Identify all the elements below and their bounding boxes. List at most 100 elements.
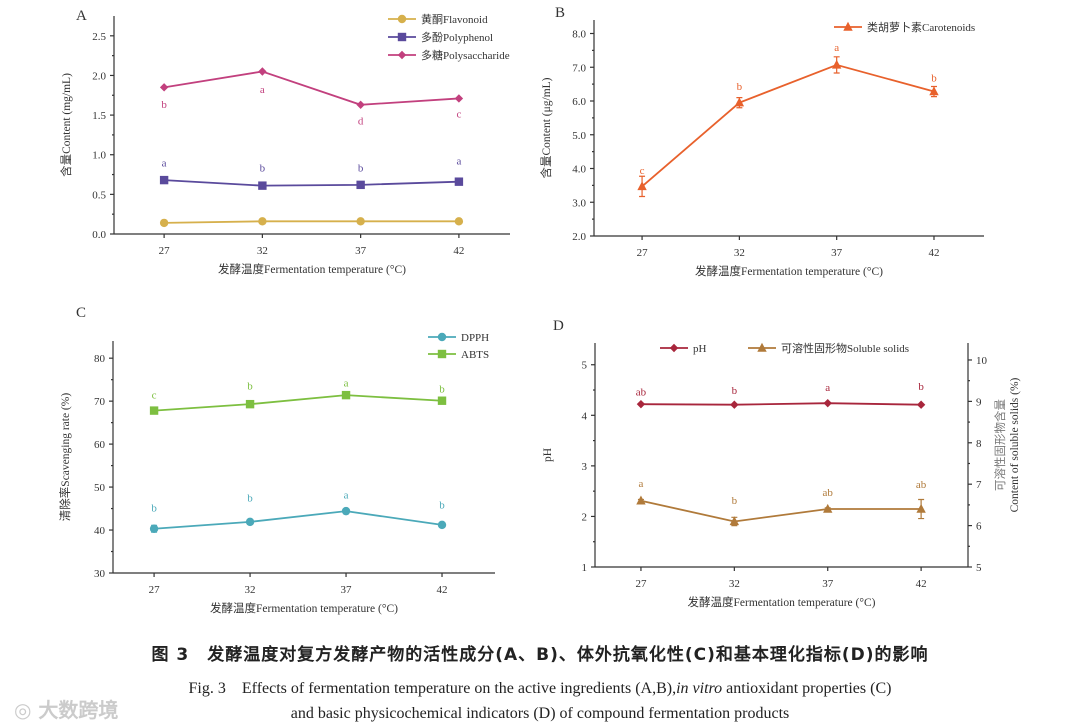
x-tick-label: 32: [734, 247, 745, 259]
y-axis-label: pH: [542, 448, 554, 462]
y-tick-label: 0.5: [92, 189, 106, 201]
significance-letter: b: [161, 99, 167, 111]
x-axis-label: 发酵温度Fermentation temperature (°C): [695, 264, 883, 278]
caption-text: Fig. 3 Effects of fermentation temperatu…: [188, 680, 677, 697]
y-tick-label: 1.0: [92, 150, 106, 162]
watermark-logo: ◎ 大数跨境: [14, 698, 119, 722]
triangle-marker: [636, 495, 646, 505]
significance-letter: c: [640, 165, 645, 177]
square-marker: [341, 390, 351, 400]
y-tick-label: 3: [582, 461, 588, 473]
x-tick-label: 32: [245, 584, 256, 596]
y2-tick-label: 10: [976, 355, 988, 367]
significance-letter: a: [344, 378, 349, 390]
y2-axis-label: Content of soluble solids (%): [1009, 377, 1021, 512]
significance-letter: b: [247, 492, 253, 504]
y-tick-label: 5.0: [572, 130, 586, 142]
diamond-marker: [397, 50, 407, 60]
caption-english-line1: Fig. 3 Effects of fermentation temperatu…: [0, 674, 1080, 698]
series-line: [163, 70, 459, 106]
square-marker: [397, 32, 407, 42]
significance-letter: a: [162, 158, 167, 170]
square-marker: [356, 180, 365, 190]
significance-letter: a: [456, 155, 461, 167]
square-marker: [437, 349, 447, 359]
significance-letter: ab: [636, 387, 647, 399]
square-marker: [149, 406, 159, 415]
square-marker: [437, 396, 447, 405]
series-line: [154, 510, 443, 530]
legend-label: DPPH: [461, 332, 489, 344]
x-tick-label: 42: [453, 245, 464, 257]
diamond-marker: [159, 83, 169, 92]
significance-letter: c: [152, 389, 157, 401]
significance-letter: a: [639, 478, 644, 490]
circle-marker: [437, 520, 447, 530]
legend-label: pH: [693, 343, 707, 355]
significance-letter: ab: [916, 479, 927, 491]
significance-letter: b: [439, 499, 445, 511]
x-axis-label: 发酵温度Fermentation temperature (°C): [688, 595, 876, 609]
significance-letter: d: [358, 116, 364, 128]
y-tick-label: 1: [582, 562, 588, 574]
caption-chinese: 图 3 发酵温度对复方发酵产物的活性成分(A、B)、体外抗氧化性(C)和基本理化…: [151, 645, 929, 665]
y-tick-label: 30: [94, 568, 106, 580]
y-tick-label: 2.0: [92, 70, 106, 82]
series-line: [164, 220, 459, 224]
y-tick-label: 2: [582, 511, 588, 523]
series-line: [641, 63, 935, 188]
significance-letter: a: [834, 42, 839, 54]
triangle-marker: [757, 342, 767, 352]
circle-marker: [437, 332, 447, 342]
series-line: [640, 402, 922, 406]
panel-label-a: A: [76, 8, 87, 24]
x-tick-label: 27: [149, 584, 161, 596]
significance-letter: b: [732, 385, 738, 397]
x-tick-label: 32: [257, 245, 268, 257]
series-line: [640, 499, 922, 523]
circle-marker: [159, 218, 169, 228]
diamond-marker: [636, 399, 646, 409]
x-tick-label: 37: [831, 247, 843, 259]
x-tick-label: 42: [928, 247, 939, 259]
square-marker: [245, 399, 255, 409]
significance-letter: a: [825, 382, 830, 394]
diamond-marker: [356, 100, 365, 109]
circle-marker: [356, 217, 365, 226]
y-tick-label: 60: [94, 439, 106, 451]
y-tick-label: 0.0: [92, 229, 106, 241]
significance-letter: c: [456, 109, 461, 121]
y-axis-label: 含量Content (mg/mL): [59, 73, 73, 177]
y-tick-label: 4.0: [572, 164, 586, 176]
triangle-marker: [916, 503, 926, 513]
x-tick-label: 37: [355, 245, 367, 257]
diamond-marker: [669, 343, 679, 353]
x-tick-label: 32: [729, 578, 740, 590]
significance-letter: a: [344, 489, 349, 501]
legend-label: 多糖Polysaccharide: [421, 48, 510, 62]
x-tick-label: 37: [341, 584, 353, 596]
legend-label: 类胡萝卜素Carotenoids: [867, 20, 975, 34]
y2-tick-label: 5: [976, 562, 982, 574]
triangle-marker: [929, 86, 939, 96]
y-tick-label: 4: [582, 410, 588, 422]
significance-letter: b: [918, 381, 924, 393]
y-axis-label: 含量Content (μg/mL): [539, 77, 553, 178]
y-tick-label: 2.0: [572, 231, 586, 243]
x-tick-label: 27: [637, 247, 649, 259]
caption-english-line2: and basic physicochemical indicators (D)…: [290, 705, 790, 722]
triangle-marker: [734, 97, 745, 107]
significance-letter: ab: [823, 487, 834, 499]
circle-marker: [341, 506, 351, 516]
legend-label: 可溶性固形物Soluble solids: [781, 341, 909, 355]
legend-label: 黄酮Flavonoid: [421, 12, 488, 26]
x-axis-label: 发酵温度Fermentation temperature (°C): [210, 601, 398, 615]
significance-letter: b: [358, 162, 364, 174]
y2-tick-label: 6: [976, 521, 982, 533]
circle-marker: [397, 14, 407, 24]
legend-label: ABTS: [461, 349, 489, 361]
significance-letter: b: [151, 503, 157, 515]
x-axis-label: 发酵温度Fermentation temperature (°C): [218, 262, 406, 276]
y-tick-label: 1.5: [92, 110, 106, 122]
square-marker: [258, 181, 267, 190]
